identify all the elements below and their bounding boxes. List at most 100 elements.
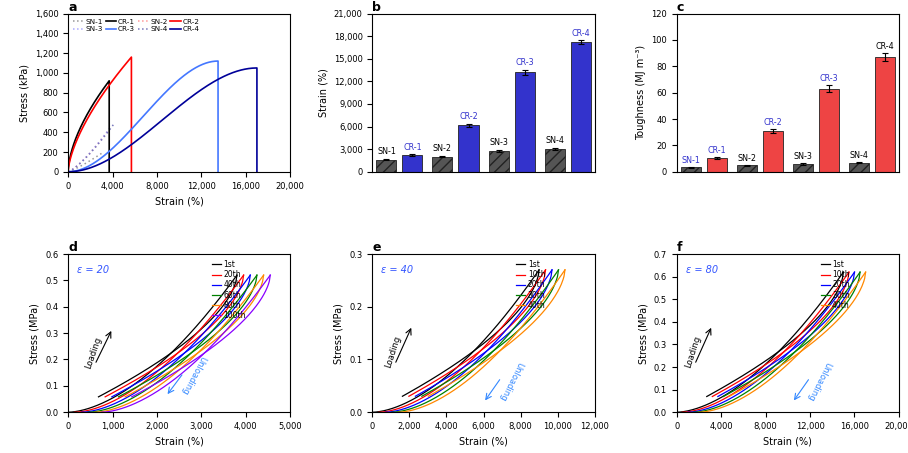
10th bbox=[460, 362, 471, 367]
Bar bbox=[849, 163, 869, 172]
1st bbox=[809, 308, 820, 314]
Y-axis label: Strain (%): Strain (%) bbox=[318, 68, 328, 117]
30th bbox=[782, 357, 793, 362]
Line: 20th: 20th bbox=[688, 272, 854, 412]
20th bbox=[820, 308, 831, 314]
40th bbox=[245, 272, 256, 278]
80th bbox=[229, 311, 240, 316]
Text: CR-2: CR-2 bbox=[764, 118, 782, 127]
20th bbox=[776, 357, 787, 362]
80th bbox=[89, 410, 100, 415]
40th bbox=[448, 388, 459, 394]
80th bbox=[156, 381, 167, 386]
Line: 100th: 100th bbox=[102, 275, 271, 412]
20th bbox=[797, 335, 808, 340]
60th bbox=[252, 272, 262, 278]
Text: b: b bbox=[372, 0, 381, 14]
20th bbox=[683, 410, 694, 415]
Legend: 1st, 20th, 40th, 60th, 80th, 100th: 1st, 20th, 40th, 60th, 80th, 100th bbox=[210, 258, 248, 322]
1st bbox=[367, 410, 378, 415]
40th bbox=[172, 358, 183, 363]
30th bbox=[553, 267, 564, 273]
40th bbox=[132, 389, 143, 394]
Bar bbox=[570, 42, 590, 172]
60th bbox=[178, 358, 189, 363]
100th bbox=[212, 336, 223, 342]
Bar bbox=[402, 155, 422, 172]
100th bbox=[184, 364, 195, 369]
Line: 40th: 40th bbox=[699, 272, 865, 412]
Text: Loading: Loading bbox=[84, 336, 104, 370]
80th bbox=[178, 364, 189, 369]
10th bbox=[439, 380, 450, 386]
30th bbox=[387, 410, 398, 415]
Text: SN-3: SN-3 bbox=[489, 138, 508, 147]
Text: Loading: Loading bbox=[684, 334, 702, 369]
10th bbox=[429, 388, 439, 394]
20th bbox=[547, 267, 558, 273]
Bar bbox=[875, 57, 895, 172]
Line: 40th: 40th bbox=[399, 270, 565, 412]
100th bbox=[163, 381, 173, 386]
Text: ε = 80: ε = 80 bbox=[686, 265, 718, 275]
20th bbox=[380, 410, 390, 415]
Line: 40th: 40th bbox=[82, 275, 251, 412]
Bar bbox=[459, 125, 479, 172]
20th bbox=[158, 364, 169, 369]
Bar bbox=[681, 167, 701, 172]
10th bbox=[540, 267, 551, 273]
10th bbox=[732, 388, 743, 394]
Line: 1st: 1st bbox=[68, 275, 237, 412]
X-axis label: Strain (%): Strain (%) bbox=[154, 437, 203, 447]
30th bbox=[854, 270, 865, 275]
10th bbox=[792, 335, 803, 340]
1st bbox=[838, 270, 849, 275]
Text: ε = 40: ε = 40 bbox=[381, 265, 413, 275]
Text: c: c bbox=[676, 0, 684, 14]
Text: Loading: Loading bbox=[383, 334, 402, 369]
20th bbox=[474, 356, 485, 361]
40th bbox=[559, 267, 570, 273]
Bar bbox=[515, 72, 535, 172]
1st bbox=[433, 380, 444, 386]
Text: Unloading: Unloading bbox=[179, 354, 207, 396]
Line: 10th: 10th bbox=[379, 270, 546, 412]
40th bbox=[508, 333, 519, 339]
40th bbox=[459, 380, 469, 386]
20th bbox=[69, 410, 80, 415]
X-axis label: Strain (%): Strain (%) bbox=[459, 437, 508, 447]
1st bbox=[422, 388, 433, 394]
Text: e: e bbox=[372, 241, 381, 254]
10th bbox=[771, 357, 782, 362]
Text: SN-3: SN-3 bbox=[794, 152, 813, 161]
100th bbox=[96, 410, 107, 415]
Text: SN-2: SN-2 bbox=[433, 145, 452, 153]
Legend: 1st, 10th, 20th, 30th, 40th: 1st, 10th, 20th, 30th, 40th bbox=[514, 258, 548, 312]
40th bbox=[759, 381, 770, 386]
Text: d: d bbox=[68, 241, 77, 254]
Line: 20th: 20th bbox=[385, 270, 552, 412]
20th bbox=[164, 358, 175, 363]
Line: 10th: 10th bbox=[682, 272, 849, 412]
20th bbox=[238, 272, 249, 278]
Line: 80th: 80th bbox=[94, 275, 263, 412]
80th bbox=[145, 389, 156, 394]
60th bbox=[83, 410, 94, 415]
Y-axis label: Stress (MPa): Stress (MPa) bbox=[334, 303, 344, 364]
30th bbox=[754, 381, 765, 386]
1st bbox=[130, 381, 141, 386]
Text: SN-4: SN-4 bbox=[850, 151, 868, 160]
Line: 20th: 20th bbox=[74, 275, 243, 412]
Text: f: f bbox=[676, 241, 682, 254]
20th bbox=[186, 336, 197, 342]
10th bbox=[468, 356, 479, 361]
40th bbox=[781, 363, 792, 368]
Line: 1st: 1st bbox=[372, 270, 539, 412]
100th bbox=[235, 311, 246, 316]
40th bbox=[787, 357, 798, 362]
Text: CR-3: CR-3 bbox=[820, 74, 838, 83]
20th bbox=[467, 362, 478, 367]
1st bbox=[158, 358, 169, 363]
1st bbox=[534, 267, 545, 273]
Text: ε = 20: ε = 20 bbox=[77, 265, 109, 275]
